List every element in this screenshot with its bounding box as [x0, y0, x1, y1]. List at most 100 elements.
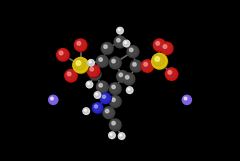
Circle shape: [119, 73, 123, 77]
Circle shape: [88, 66, 97, 75]
Circle shape: [110, 119, 121, 131]
Circle shape: [84, 109, 86, 111]
Circle shape: [83, 108, 90, 114]
Circle shape: [117, 27, 123, 34]
Circle shape: [127, 87, 133, 94]
Circle shape: [88, 83, 90, 85]
Circle shape: [59, 51, 63, 55]
Circle shape: [88, 60, 95, 66]
Circle shape: [51, 97, 53, 100]
Circle shape: [104, 108, 113, 116]
Circle shape: [87, 82, 91, 87]
Circle shape: [92, 71, 95, 74]
Circle shape: [161, 43, 173, 55]
Circle shape: [144, 62, 148, 66]
Circle shape: [156, 42, 160, 45]
Circle shape: [97, 82, 108, 93]
Circle shape: [109, 96, 121, 107]
Circle shape: [89, 61, 91, 63]
Circle shape: [112, 98, 115, 102]
Circle shape: [161, 42, 173, 54]
Circle shape: [131, 61, 140, 70]
Circle shape: [99, 58, 102, 61]
Circle shape: [126, 76, 129, 79]
Circle shape: [102, 43, 113, 55]
Circle shape: [92, 103, 103, 113]
Circle shape: [110, 83, 121, 95]
Circle shape: [110, 96, 121, 108]
Circle shape: [66, 71, 75, 80]
Circle shape: [152, 54, 168, 70]
Circle shape: [117, 38, 120, 42]
Circle shape: [115, 37, 126, 48]
Circle shape: [112, 85, 115, 89]
Circle shape: [123, 40, 130, 47]
Circle shape: [90, 67, 94, 71]
Circle shape: [105, 109, 109, 113]
Circle shape: [142, 60, 154, 73]
Circle shape: [77, 42, 81, 45]
Circle shape: [123, 73, 135, 85]
Circle shape: [117, 28, 122, 33]
Circle shape: [89, 68, 101, 80]
Circle shape: [166, 68, 178, 81]
Circle shape: [153, 39, 166, 51]
Circle shape: [109, 132, 115, 139]
Circle shape: [97, 82, 106, 91]
Circle shape: [109, 83, 121, 94]
Circle shape: [163, 45, 167, 48]
Circle shape: [100, 93, 111, 103]
Circle shape: [94, 92, 101, 98]
Circle shape: [120, 134, 122, 136]
Circle shape: [96, 81, 108, 93]
Circle shape: [87, 65, 100, 77]
Circle shape: [49, 96, 56, 103]
Circle shape: [110, 58, 119, 66]
Circle shape: [57, 49, 69, 61]
Circle shape: [183, 96, 190, 103]
Circle shape: [183, 96, 192, 105]
Circle shape: [166, 69, 175, 78]
Circle shape: [110, 133, 112, 135]
Circle shape: [97, 56, 106, 65]
Circle shape: [118, 133, 125, 139]
Circle shape: [88, 60, 94, 66]
Circle shape: [93, 103, 103, 114]
Circle shape: [153, 55, 164, 66]
Circle shape: [117, 71, 128, 82]
Circle shape: [86, 81, 93, 88]
Circle shape: [99, 84, 102, 87]
Circle shape: [165, 68, 178, 80]
Circle shape: [110, 84, 119, 92]
Circle shape: [88, 60, 93, 65]
Circle shape: [58, 50, 67, 59]
Circle shape: [95, 92, 100, 97]
Circle shape: [73, 58, 89, 74]
Circle shape: [130, 48, 133, 52]
Circle shape: [128, 47, 137, 55]
Circle shape: [109, 133, 114, 137]
Circle shape: [83, 108, 90, 115]
Circle shape: [112, 59, 115, 63]
Circle shape: [142, 61, 151, 70]
Circle shape: [130, 60, 142, 72]
Circle shape: [115, 37, 124, 46]
Circle shape: [103, 107, 115, 119]
Circle shape: [96, 55, 108, 67]
Circle shape: [128, 88, 130, 90]
Circle shape: [124, 74, 133, 83]
Circle shape: [112, 121, 115, 125]
Circle shape: [127, 46, 139, 58]
Circle shape: [90, 69, 101, 80]
Circle shape: [95, 92, 101, 99]
Circle shape: [141, 60, 154, 72]
Circle shape: [117, 28, 123, 34]
Circle shape: [65, 70, 77, 82]
Circle shape: [131, 61, 142, 72]
Circle shape: [154, 40, 163, 49]
Circle shape: [67, 72, 71, 76]
Circle shape: [75, 40, 84, 49]
Circle shape: [109, 132, 115, 138]
Circle shape: [95, 105, 98, 108]
Circle shape: [65, 70, 78, 82]
